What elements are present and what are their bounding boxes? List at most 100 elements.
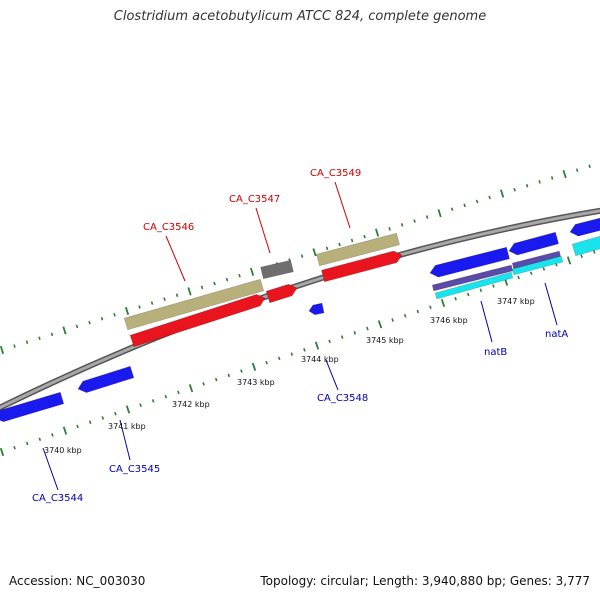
- gene-label-ca-c3548[interactable]: CA_C3548: [317, 393, 368, 404]
- cds-ca-c3547[interactable]: [265, 283, 298, 304]
- outer-tick: [525, 184, 529, 188]
- inner-tick: [227, 373, 231, 378]
- inner-tick: [555, 262, 558, 267]
- leader-ca-c3548: [325, 359, 339, 391]
- leader-ca-c3544: [42, 447, 59, 491]
- inner-tick: [25, 441, 29, 446]
- cyan-feature-next[interactable]: [571, 235, 600, 257]
- rna-feature-ca-c3546[interactable]: [123, 278, 265, 331]
- cds-ca-c3544[interactable]: [0, 391, 65, 423]
- gene-label-nata[interactable]: natA: [545, 329, 568, 340]
- topology-text: Topology: circular; Length: 3,940,880 bp…: [260, 574, 590, 588]
- outer-tick: [150, 301, 154, 305]
- outer-tick: [100, 316, 104, 321]
- leader-ca-c3545: [119, 419, 131, 461]
- cds-natb[interactable]: [429, 246, 510, 278]
- inner-tick: [114, 411, 117, 416]
- outer-tick: [413, 219, 416, 223]
- gene-label-ca-c3549[interactable]: CA_C3549: [310, 168, 361, 179]
- inner-tick: [88, 420, 92, 424]
- backbone-line-highlight: [0, 209, 600, 410]
- inner-tick: [177, 390, 180, 395]
- leader-natb: [480, 300, 493, 343]
- inner-tick: [214, 377, 218, 382]
- outer-tick: [513, 187, 516, 192]
- outer-tick: [187, 287, 192, 296]
- inner-tick: [328, 339, 331, 344]
- gene-label-ca-c3545[interactable]: CA_C3545: [109, 464, 160, 475]
- inner-tick: [0, 447, 5, 457]
- rna-feature-ca-c3549[interactable]: [316, 232, 400, 267]
- inner-tick: [164, 394, 168, 399]
- inner-tick: [151, 399, 155, 403]
- leader-ca-c3546: [165, 235, 186, 282]
- inner-tick: [542, 267, 546, 271]
- outer-tick: [124, 306, 130, 315]
- tick-marks: [0, 164, 596, 457]
- gene-features: [0, 217, 600, 423]
- outer-tick: [0, 345, 5, 355]
- tick-label-3743: 3743 kbp: [237, 378, 275, 387]
- map-title: Clostridium acetobutylicum ATCC 824, com…: [113, 9, 487, 24]
- outer-tick: [588, 164, 591, 169]
- outer-tick: [300, 254, 304, 258]
- cds-next[interactable]: [569, 217, 600, 237]
- outer-tick: [538, 180, 541, 184]
- tick-label-3746: 3746 kbp: [430, 316, 468, 325]
- tick-label-3740: 3740 kbp: [44, 446, 82, 455]
- outer-tick: [38, 336, 41, 341]
- gene-label-ca-c3544[interactable]: CA_C3544: [32, 493, 83, 504]
- accession-text: Accession: NC_003030: [9, 574, 146, 588]
- inner-tick: [240, 369, 243, 373]
- inner-tick: [454, 296, 457, 301]
- inner-tick: [416, 309, 420, 314]
- cyan-feature-natb[interactable]: [434, 271, 514, 300]
- inner-tick: [290, 352, 294, 356]
- inner-tick: [353, 331, 357, 335]
- inner-tick: [466, 292, 470, 297]
- outer-tick: [75, 324, 79, 329]
- inner-tick: [251, 362, 257, 371]
- inner-tick: [340, 335, 344, 339]
- inner-tick: [277, 356, 281, 361]
- outer-tick: [437, 209, 442, 218]
- inner-tick: [580, 254, 583, 258]
- outer-tick: [463, 203, 466, 208]
- genome-backbone: [0, 207, 600, 411]
- cyan-feature-nata[interactable]: [511, 255, 564, 276]
- inner-tick: [38, 437, 42, 442]
- inner-tick: [377, 320, 383, 329]
- cds-ca-c3546[interactable]: [129, 294, 266, 348]
- tick-label-3742: 3742 kbp: [172, 400, 210, 409]
- inner-tick: [366, 326, 369, 331]
- inner-tick: [62, 426, 68, 435]
- outer-tick: [25, 340, 29, 344]
- inner-tick: [139, 403, 142, 407]
- outer-tick: [138, 305, 141, 309]
- inner-tick: [51, 433, 54, 437]
- outer-tick: [400, 223, 404, 227]
- leader-ca-c3549: [334, 181, 351, 229]
- gene-label-ca-c3547[interactable]: CA_C3547: [229, 194, 280, 205]
- outer-tick: [50, 332, 54, 337]
- outer-tick: [238, 273, 241, 278]
- inner-tick: [125, 405, 131, 414]
- cds-ca-c3549[interactable]: [321, 250, 403, 283]
- outer-tick: [450, 207, 454, 212]
- inner-tick: [303, 348, 306, 352]
- gene-label-ca-c3546[interactable]: CA_C3546: [143, 222, 194, 233]
- cds-nata[interactable]: [508, 231, 559, 256]
- inner-tick: [517, 275, 520, 280]
- cds-ca-c3545[interactable]: [77, 365, 135, 393]
- gene-label-natb[interactable]: natB: [484, 347, 507, 358]
- outer-tick: [325, 246, 329, 251]
- outer-tick: [163, 297, 166, 301]
- inner-tick: [188, 384, 194, 393]
- cds-ca-c3548[interactable]: [308, 302, 325, 316]
- outer-tick: [88, 320, 91, 325]
- other-feature-ca-c3547[interactable]: [260, 259, 294, 280]
- outer-tick: [500, 189, 505, 198]
- outer-tick: [338, 242, 341, 247]
- inner-tick: [101, 416, 105, 420]
